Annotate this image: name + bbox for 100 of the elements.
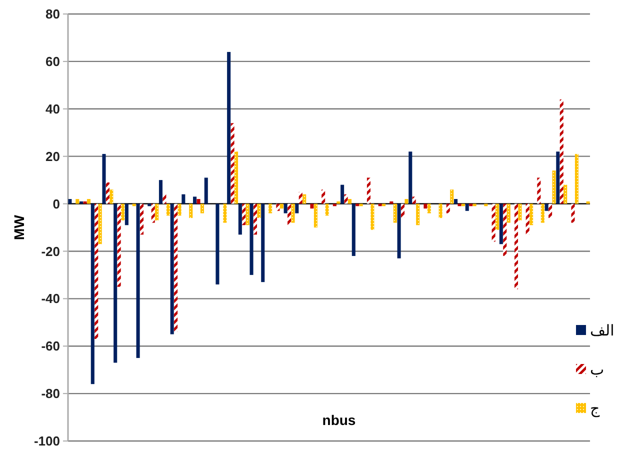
legend-label: الف	[590, 322, 614, 340]
bar	[412, 196, 416, 204]
y-tick-label: -20	[41, 244, 60, 259]
bar	[193, 196, 197, 204]
bar	[250, 204, 254, 275]
bar	[83, 201, 87, 204]
bar	[465, 204, 469, 211]
bar	[325, 204, 329, 216]
bar	[571, 204, 575, 223]
bar	[400, 204, 405, 218]
bar	[90, 204, 94, 384]
bar	[280, 204, 284, 209]
bar	[242, 204, 246, 226]
bar	[102, 154, 106, 204]
y-tick-label: 40	[46, 101, 60, 116]
bar	[253, 204, 258, 235]
bar	[76, 199, 80, 204]
bar	[344, 194, 348, 204]
bar	[506, 204, 510, 223]
bar	[246, 204, 250, 226]
y-tick-label: 60	[46, 54, 60, 69]
bar	[68, 199, 72, 204]
bar	[314, 204, 318, 228]
bar	[234, 152, 238, 204]
y-axis-title: MW	[11, 214, 27, 240]
bar	[348, 199, 352, 204]
bar	[503, 204, 507, 256]
bar	[427, 204, 431, 214]
bar	[560, 99, 564, 204]
bar	[94, 204, 98, 339]
bar	[424, 204, 428, 209]
bar	[162, 194, 166, 204]
x-axis-title: nbus	[322, 412, 356, 428]
bar	[298, 192, 302, 204]
y-tick-label: 0	[52, 196, 60, 212]
bar	[322, 190, 326, 204]
y-tick-label: 20	[46, 148, 60, 164]
bar	[124, 204, 128, 226]
bar	[340, 184, 344, 204]
bar	[366, 178, 370, 204]
bar	[158, 180, 163, 204]
bar	[140, 204, 144, 235]
bar	[397, 204, 401, 258]
bar	[499, 204, 503, 244]
bar	[540, 204, 544, 223]
bar	[548, 204, 552, 218]
bar	[370, 204, 374, 230]
bar	[106, 182, 110, 204]
bar	[86, 199, 91, 204]
bar	[268, 204, 272, 214]
bar	[291, 204, 295, 223]
bar	[155, 204, 159, 220]
y-tick-label: -100	[34, 434, 60, 449]
bar	[450, 190, 454, 204]
bar	[526, 204, 530, 235]
bar	[295, 204, 299, 214]
bar	[223, 204, 227, 223]
bar	[110, 190, 114, 204]
legend-label: ج	[590, 400, 600, 418]
y-tick-label: -40	[41, 291, 60, 306]
y-tick-label: -60	[41, 338, 60, 354]
bar	[196, 199, 200, 204]
bar	[80, 201, 84, 204]
bar	[302, 194, 306, 204]
bar	[151, 204, 155, 223]
bar	[121, 204, 125, 220]
bar	[174, 204, 178, 332]
bar	[564, 184, 568, 204]
bar	[492, 204, 496, 242]
bar	[393, 204, 397, 223]
bar	[552, 170, 556, 204]
bar	[586, 201, 590, 204]
bar	[514, 204, 518, 290]
bar	[446, 204, 450, 214]
bar	[438, 204, 442, 218]
bar	[495, 204, 500, 230]
bar	[518, 204, 522, 220]
bar	[336, 201, 340, 204]
bar	[352, 204, 356, 256]
bar	[238, 204, 242, 235]
bar	[189, 204, 193, 218]
bar	[556, 152, 560, 204]
bar	[390, 201, 394, 204]
legend-label: ب	[590, 361, 604, 378]
bar	[544, 204, 548, 211]
bar	[530, 204, 534, 226]
bar	[537, 178, 541, 204]
bar	[257, 204, 261, 218]
bar	[182, 194, 186, 204]
bar	[310, 204, 314, 209]
bar	[458, 204, 462, 206]
bar	[454, 199, 458, 204]
bar	[114, 204, 118, 363]
bar	[261, 204, 265, 282]
y-tick-label: 80	[46, 6, 60, 22]
bar	[216, 204, 220, 284]
bar	[166, 204, 170, 216]
bar	[276, 204, 280, 211]
bar	[404, 199, 408, 204]
bar	[408, 152, 412, 204]
